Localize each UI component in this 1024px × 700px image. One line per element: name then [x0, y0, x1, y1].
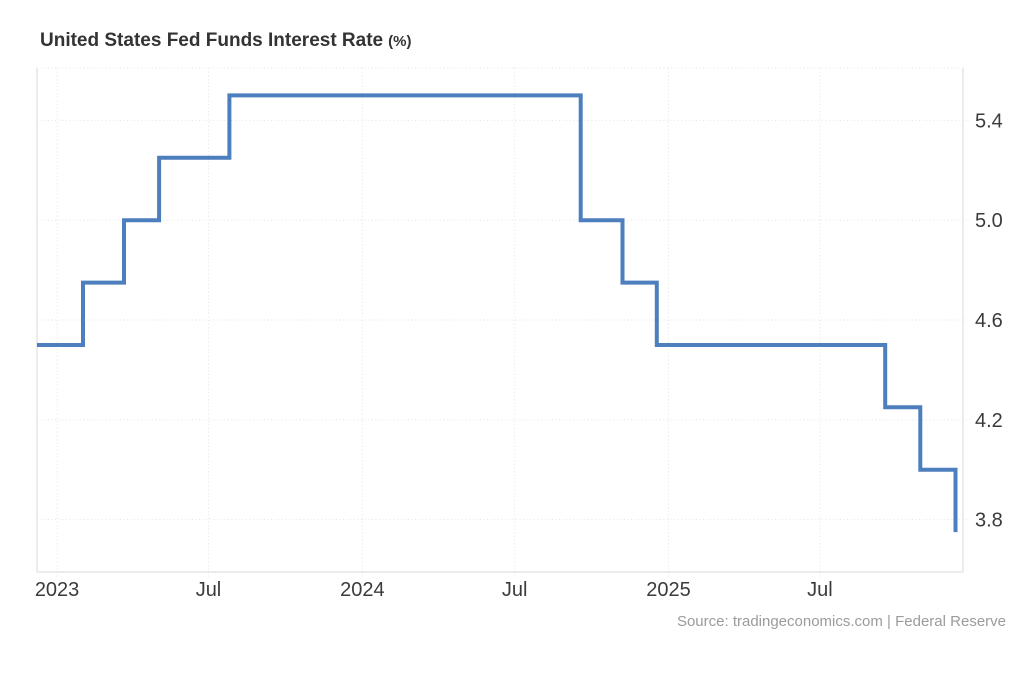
y-tick-label: 5.4: [975, 110, 1003, 132]
x-tick-label: 2023: [35, 579, 80, 601]
chart-title: United States Fed Funds Interest Rate (%): [40, 30, 411, 52]
x-tick-label: 2025: [646, 579, 691, 601]
y-tick-label: 3.8: [975, 510, 1003, 532]
y-tick-label: 4.6: [975, 310, 1003, 332]
y-tick-label: 4.2: [975, 410, 1003, 432]
chart-title-unit: (%): [388, 33, 412, 50]
x-tick-label: Jul: [196, 579, 222, 601]
x-tick-label: Jul: [502, 579, 528, 601]
source-attribution: Source: tradingeconomics.com | Federal R…: [676, 613, 1006, 630]
x-tick-label: 2024: [340, 579, 385, 601]
x-tick-label: Jul: [807, 579, 833, 601]
chart-title-text: United States Fed Funds Interest Rate: [40, 30, 384, 51]
series-line: [37, 93, 958, 533]
y-tick-label: 5.0: [975, 210, 1003, 232]
